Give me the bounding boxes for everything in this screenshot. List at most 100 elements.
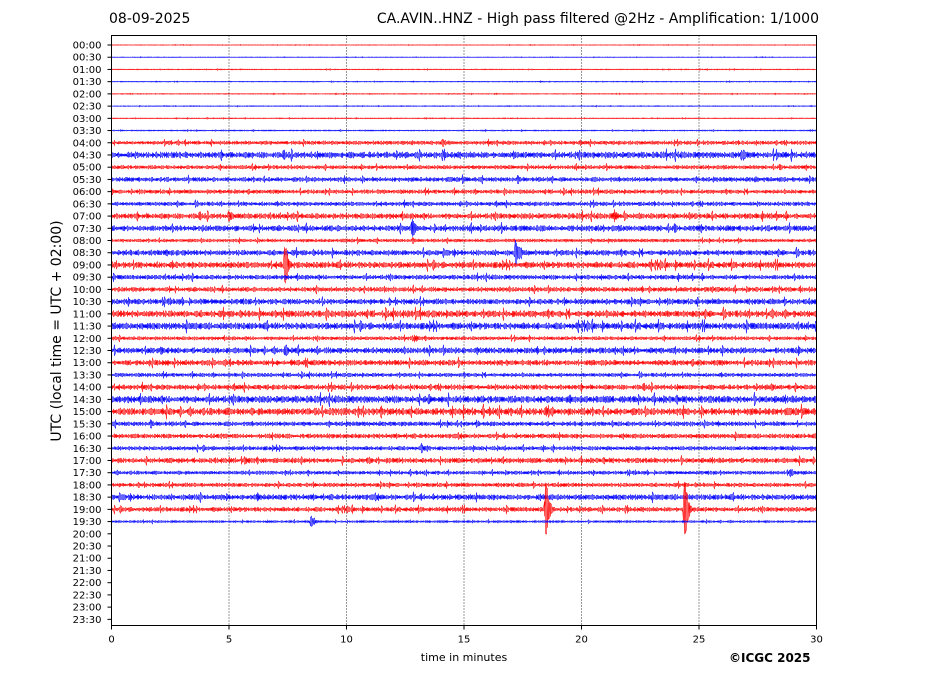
y-tick-label: 10:30 [73,297,102,308]
x-axis-label: time in minutes [420,651,508,664]
y-tick-label: 05:00 [73,163,102,174]
y-tick-label: 15:30 [73,419,102,430]
x-tick-label: 30 [810,635,823,646]
trace-18:30 [111,491,817,504]
y-tick-label: 16:00 [73,432,102,443]
trace-08:00 [111,236,817,245]
y-tick-label: 16:30 [73,444,102,455]
trace-17:30 [111,468,817,478]
y-tick-label: 20:30 [73,542,102,553]
trace-15:30 [111,419,817,429]
y-tick-label: 00:30 [73,53,102,64]
y-tick-label: 01:00 [73,65,102,76]
y-tick-label: 21:00 [73,554,102,565]
y-tick-label: 19:00 [73,505,102,516]
trace-03:30 [111,128,817,133]
trace-15:00 [111,403,817,420]
trace-01:30 [111,80,817,84]
trace-07:30 [111,218,817,237]
y-tick-label: 17:00 [73,456,102,467]
y-tick-label: 08:00 [73,236,102,247]
y-tick-label: 11:00 [73,309,102,320]
trace-12:30 [111,344,817,357]
x-tick-label: 20 [575,635,588,646]
y-tick-label: 12:30 [73,346,102,357]
x-tick-label: 15 [458,635,471,646]
y-tick-label: 13:00 [73,358,102,369]
trace-02:30 [111,104,817,108]
y-tick-label: 17:30 [73,468,102,479]
trace-10:30 [111,296,817,308]
trace-03:00 [111,116,817,120]
y-tick-label: 02:30 [73,102,102,113]
trace-16:30 [111,443,817,454]
y-tick-label: 02:00 [73,89,102,100]
y-tick-label: 09:00 [73,260,102,271]
trace-06:00 [111,187,817,196]
trace-06:30 [111,199,817,209]
trace-00:30 [111,56,817,59]
y-tick-label: 13:30 [73,370,102,381]
y-tick-label: 10:00 [73,285,102,296]
x-axis-ticks: 0 5 10 15 20 25 30 [108,625,823,646]
seismic-traces [111,43,817,535]
y-tick-label: 00:00 [73,41,102,52]
y-tick-label: 18:30 [73,493,102,504]
trace-04:30 [111,147,817,162]
y-tick-label: 15:00 [73,407,102,418]
trace-13:00 [111,356,817,369]
x-tick-label: 5 [226,635,232,646]
trace-09:00 [111,247,817,284]
y-tick-label: 05:30 [73,175,102,186]
y-tick-label: 08:30 [73,248,102,259]
x-tick-label: 10 [340,635,353,646]
y-tick-label: 14:30 [73,395,102,406]
trace-04:00 [111,138,817,148]
trace-11:00 [111,306,817,321]
trace-10:00 [111,284,817,295]
x-tick-label: 0 [108,635,114,646]
trace-14:00 [111,381,817,393]
trace-18:00 [111,480,817,490]
trace-07:00 [111,209,817,223]
y-tick-label: 07:30 [73,224,102,235]
trace-00:00 [111,43,817,47]
chart-date: 08-09-2025 [109,11,191,27]
y-tick-label: 21:30 [73,566,102,577]
y-tick-label: 06:30 [73,199,102,210]
grid-lines [228,35,700,626]
y-tick-label: 04:30 [73,150,102,161]
trace-01:00 [111,67,817,71]
copyright-notice: ©ICGC 2025 [729,651,811,665]
trace-05:30 [111,174,817,185]
trace-16:00 [111,431,817,441]
y-tick-label: 18:00 [73,480,102,491]
y-tick-label: 23:30 [73,615,102,626]
y-tick-label: 19:30 [73,517,102,528]
trace-02:00 [111,92,817,96]
trace-19:30 [111,515,817,528]
plot-frame [111,35,817,626]
trace-13:30 [111,370,817,379]
y-tick-label: 11:30 [73,322,102,333]
y-tick-label: 04:00 [73,138,102,149]
y-tick-label: 20:00 [73,529,102,540]
trace-05:00 [111,163,817,172]
y-tick-label: 06:00 [73,187,102,198]
chart-title: CA.AVIN..HNZ - High pass filtered @2Hz -… [376,11,819,27]
trace-08:30 [111,239,817,265]
trace-11:30 [111,318,817,334]
trace-12:00 [111,334,817,343]
y-tick-label: 12:00 [73,334,102,345]
y-tick-label: 03:00 [73,114,102,125]
y-tick-label: 07:00 [73,212,102,223]
trace-19:00 [111,481,817,535]
trace-09:30 [111,272,817,283]
y-tick-label: 09:30 [73,273,102,284]
y-tick-label: 14:00 [73,383,102,394]
trace-17:00 [111,455,817,466]
y-tick-label: 22:00 [73,578,102,589]
y-tick-label: 22:30 [73,590,102,601]
